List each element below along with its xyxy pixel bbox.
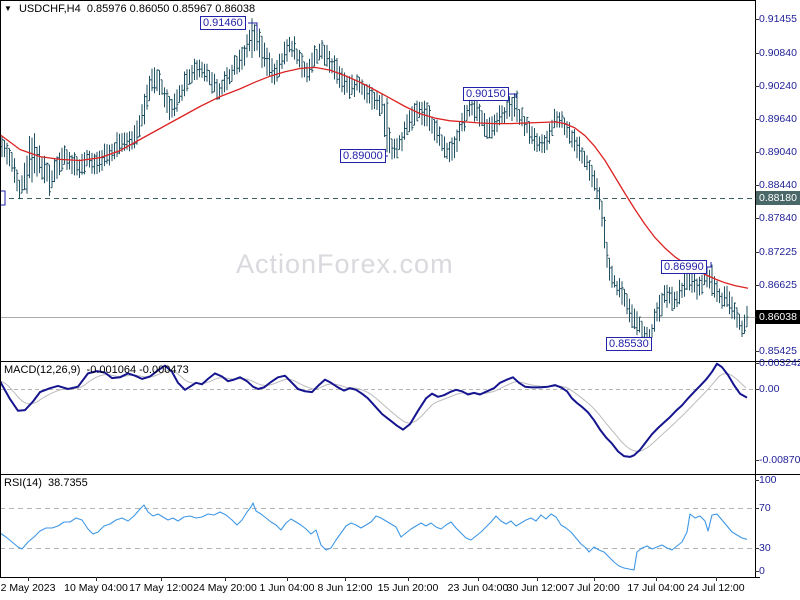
annotation-connector <box>508 93 517 98</box>
time-axis-label: 17 Jul 04:00 <box>627 582 685 594</box>
time-axis-label: 10 May 04:00 <box>64 582 128 594</box>
macd-axis-tick-label: 0.00 <box>759 383 780 395</box>
price-axis-tick-label: 0.88440 <box>759 179 797 191</box>
time-axis-label: 7 Jul 20:00 <box>568 582 620 594</box>
macd-header: MACD(12,26,9) -0.001064 -0.000473 <box>4 364 189 376</box>
time-axis-label: 1 Jun 04:00 <box>259 582 315 594</box>
time-axis-label: 8 Jun 12:00 <box>317 582 373 594</box>
macd-line[interactable] <box>0 362 748 458</box>
price-axis-tick-label: 0.89040 <box>759 146 797 158</box>
watermark: ActionForex.com <box>236 249 454 279</box>
price-axis-tick-label: 0.85425 <box>759 345 797 357</box>
current-price-label: 0.86038 <box>756 310 800 324</box>
time-axis-label: 24 May 20:00 <box>193 582 257 594</box>
time-axis-label: 24 Jul 12:00 <box>687 582 745 594</box>
price-bars[interactable] <box>0 18 749 346</box>
macd-axis-tick-label: 0.003242 <box>759 357 800 369</box>
price-axis-tick-label: 0.87225 <box>759 246 797 258</box>
price-annotation-0.86990[interactable]: 0.86990 <box>661 260 707 274</box>
sr-price-label: 0.88180 <box>756 191 800 205</box>
time-axis-label: 30 Jun 12:00 <box>506 582 568 594</box>
price-annotation-0.91460[interactable]: 0.91460 <box>200 16 246 30</box>
symbol-ohlc-values: 0.85976 0.86050 0.85967 0.86038 <box>86 3 256 15</box>
price-axis-tick-label: 0.87840 <box>759 212 797 224</box>
price-annotation-0.89000[interactable]: 0.89000 <box>340 149 386 163</box>
time-axis-label: 15 Jun 20:00 <box>377 582 439 594</box>
rsi-label: RSI(14) <box>4 477 42 489</box>
moving-average-line[interactable] <box>0 66 749 289</box>
rsi-axis-tick-label: 30 <box>759 542 771 554</box>
macd-signal-line[interactable] <box>0 370 747 452</box>
price-annotation-0.90150[interactable]: 0.90150 <box>463 87 509 101</box>
sr-left-label-stub <box>0 190 6 206</box>
macd-axis-tick-label: -0.008703 <box>759 454 800 466</box>
rsi-header: RSI(14) 38.7355 <box>4 477 88 489</box>
price-axis-tick-label: 0.90840 <box>759 47 797 59</box>
rsi-line[interactable] <box>0 502 748 571</box>
symbol-name: USDCHF,H4 <box>18 3 81 15</box>
macd-values: -0.001064 -0.000473 <box>86 364 189 376</box>
annotation-connector <box>248 22 258 31</box>
chevron-down-icon[interactable]: ▼ <box>4 4 12 13</box>
time-axis-label: 23 Jun 04:00 <box>447 582 509 594</box>
price-axis-tick-label: 0.90240 <box>759 80 797 92</box>
price-axis-tick-label: 0.89640 <box>759 113 797 125</box>
time-axis-label: 17 May 12:00 <box>129 582 193 594</box>
rsi-axis-tick-label: 100 <box>759 474 777 486</box>
rsi-value: 38.7355 <box>48 477 88 489</box>
symbol-header: ▼ USDCHF,H4 0.85976 0.86050 0.85967 0.86… <box>4 3 255 15</box>
rsi-axis-tick-label: 70 <box>759 502 771 514</box>
annotation-connector <box>706 262 712 268</box>
rsi-axis-tick-label: 0 <box>759 565 765 577</box>
macd-label: MACD(12,26,9) <box>4 364 81 376</box>
price-axis-tick-label: 0.91455 <box>759 13 797 25</box>
price-axis-tick-label: 0.86625 <box>759 279 797 291</box>
time-axis-label: 2 May 2023 <box>0 582 56 594</box>
price-annotation-0.85530[interactable]: 0.85530 <box>606 337 652 351</box>
